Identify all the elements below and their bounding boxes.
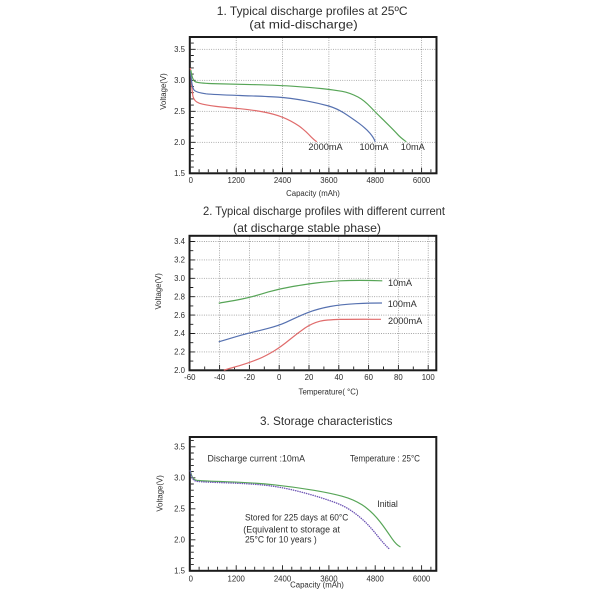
svg-text:4800: 4800 bbox=[367, 575, 385, 584]
svg-text:Stored for 225 days at 60°C: Stored for 225 days at 60°C bbox=[245, 513, 349, 523]
svg-text:Voltage(V): Voltage(V) bbox=[159, 73, 168, 110]
svg-text:60: 60 bbox=[364, 373, 373, 382]
svg-text:-20: -20 bbox=[244, 373, 256, 382]
svg-text:(at discharge stable phase): (at discharge stable phase) bbox=[233, 221, 381, 235]
svg-text:2000mA: 2000mA bbox=[388, 316, 423, 326]
svg-text:2.5: 2.5 bbox=[174, 505, 186, 514]
svg-text:100mA: 100mA bbox=[388, 299, 418, 309]
svg-text:Temperature : 25°C: Temperature : 25°C bbox=[350, 453, 421, 463]
svg-text:2.6: 2.6 bbox=[174, 311, 185, 320]
svg-text:(Equivalent to storage at: (Equivalent to storage at bbox=[243, 524, 340, 534]
svg-text:1.5: 1.5 bbox=[174, 169, 186, 178]
svg-text:2400: 2400 bbox=[274, 176, 292, 185]
svg-text:2000mA: 2000mA bbox=[308, 142, 343, 152]
svg-text:3.4: 3.4 bbox=[174, 237, 186, 246]
svg-text:3. Storage characteristics: 3. Storage characteristics bbox=[260, 414, 393, 428]
svg-text:Temperature( °C): Temperature( °C) bbox=[299, 387, 359, 396]
svg-text:2.0: 2.0 bbox=[174, 138, 186, 147]
svg-text:3.0: 3.0 bbox=[174, 474, 186, 483]
svg-text:25°C for 10 years ): 25°C for 10 years ) bbox=[245, 534, 317, 544]
svg-text:2.8: 2.8 bbox=[174, 292, 185, 301]
svg-text:3.5: 3.5 bbox=[174, 443, 186, 452]
svg-text:100: 100 bbox=[422, 373, 436, 382]
svg-text:2.4: 2.4 bbox=[174, 329, 186, 338]
svg-text:2400: 2400 bbox=[274, 575, 292, 584]
svg-text:0: 0 bbox=[189, 575, 194, 584]
svg-text:3600: 3600 bbox=[320, 575, 338, 584]
svg-text:2.5: 2.5 bbox=[174, 107, 186, 116]
svg-text:1200: 1200 bbox=[228, 176, 246, 185]
svg-text:2.0: 2.0 bbox=[174, 366, 186, 375]
svg-text:2.2: 2.2 bbox=[174, 348, 185, 357]
svg-text:-60: -60 bbox=[184, 373, 196, 382]
svg-text:4800: 4800 bbox=[367, 176, 385, 185]
svg-text:6000: 6000 bbox=[413, 176, 431, 185]
svg-text:0: 0 bbox=[277, 373, 282, 382]
svg-text:80: 80 bbox=[394, 373, 403, 382]
svg-text:1200: 1200 bbox=[228, 575, 246, 584]
svg-text:3.2: 3.2 bbox=[174, 256, 185, 265]
svg-text:3600: 3600 bbox=[320, 176, 338, 185]
svg-text:2.0: 2.0 bbox=[174, 536, 186, 545]
svg-text:3.5: 3.5 bbox=[174, 45, 186, 54]
svg-text:10mA: 10mA bbox=[388, 278, 413, 288]
svg-text:3.0: 3.0 bbox=[174, 76, 186, 85]
svg-text:Voltage(V): Voltage(V) bbox=[156, 475, 165, 512]
svg-text:100mA: 100mA bbox=[359, 142, 389, 152]
svg-text:40: 40 bbox=[334, 373, 343, 382]
svg-text:3.0: 3.0 bbox=[174, 274, 186, 283]
svg-text:-40: -40 bbox=[214, 373, 226, 382]
svg-text:Capacity (mAh): Capacity (mAh) bbox=[286, 189, 340, 198]
svg-text:1.5: 1.5 bbox=[174, 567, 186, 576]
svg-text:20: 20 bbox=[305, 373, 314, 382]
svg-text:6000: 6000 bbox=[413, 575, 431, 584]
svg-text:0: 0 bbox=[189, 176, 194, 185]
svg-text:2. Typical discharge profiles: 2. Typical discharge profiles with diffe… bbox=[203, 204, 446, 218]
svg-text:Voltage(V): Voltage(V) bbox=[154, 273, 163, 310]
svg-text:Initial: Initial bbox=[377, 499, 398, 509]
svg-text:Discharge current :10mA: Discharge current :10mA bbox=[208, 453, 306, 463]
svg-text:(at mid-discharge): (at mid-discharge) bbox=[249, 18, 357, 32]
svg-text:Capacity (mAh): Capacity (mAh) bbox=[290, 580, 344, 589]
svg-text:10mA: 10mA bbox=[401, 142, 426, 152]
svg-text:1. Typical discharge profiles: 1. Typical discharge profiles at 25ºC bbox=[217, 4, 408, 18]
